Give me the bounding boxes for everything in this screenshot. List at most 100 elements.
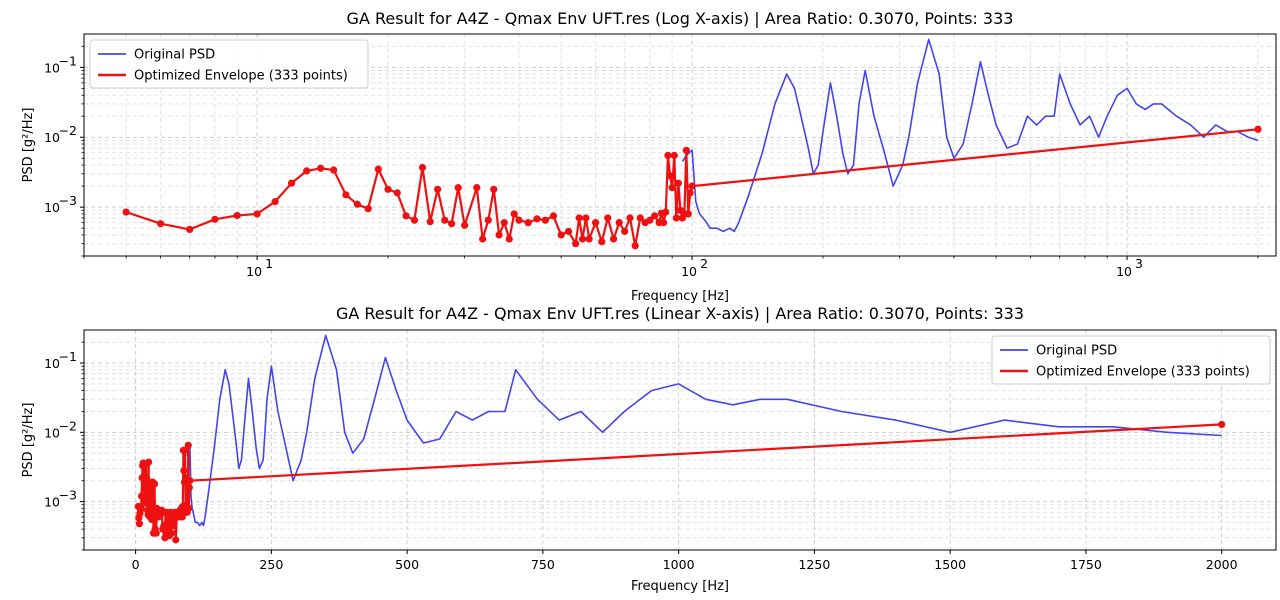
legend: Original PSD Optimized Envelope (333 poin… — [89, 39, 369, 89]
envelope-point — [454, 184, 462, 192]
y-tick-exponent: −1 — [59, 53, 77, 68]
x-tick-label: 10 — [681, 264, 697, 279]
chart-title: GA Result for A4Z - Qmax Env UFT.res (Lo… — [347, 9, 1014, 28]
envelope-point — [384, 185, 392, 193]
envelope-point — [674, 179, 682, 187]
x-tick-exponent: 1 — [265, 256, 273, 271]
envelope-point — [682, 146, 690, 154]
envelope-point — [167, 529, 176, 537]
envelope-point — [582, 214, 590, 222]
envelope-point — [479, 235, 487, 243]
envelope-point — [604, 214, 612, 222]
envelope-line — [125, 128, 1259, 247]
y-axis-label: PSD [g²/Hz] — [21, 108, 36, 183]
envelope-point — [636, 214, 644, 222]
envelope-point — [393, 189, 401, 197]
chart-title: GA Result for A4Z - Qmax Env UFT.res (Li… — [336, 304, 1024, 323]
envelope-point — [473, 184, 481, 192]
envelope-point — [549, 212, 558, 220]
envelope-point — [185, 483, 193, 492]
envelope-point — [631, 242, 639, 250]
legend-label-envelope: Optimized Envelope (333 points) — [1036, 365, 1250, 380]
y-tick-exponent: −2 — [59, 123, 77, 138]
linear-x-chart-panel: 10−310−210−10 250 500 750 1000 1250 1500 1750 20… — [21, 304, 1277, 594]
envelope-point — [122, 208, 130, 216]
envelope-point — [684, 210, 692, 218]
envelope-point — [271, 198, 279, 206]
envelope-point — [374, 165, 382, 173]
envelope-point — [137, 504, 145, 512]
envelope-point — [688, 182, 696, 190]
envelope-point — [621, 227, 629, 235]
axes-frame — [83, 329, 1277, 551]
envelope-point — [434, 185, 442, 193]
y-tick-exponent: −1 — [59, 349, 77, 364]
envelope-point — [591, 219, 600, 227]
envelope-point — [418, 163, 427, 172]
envelope-point — [186, 225, 194, 234]
envelope-point — [646, 216, 654, 224]
envelope-point — [524, 219, 532, 227]
envelope-series — [122, 125, 1262, 250]
x-tick-label: 10 — [246, 264, 262, 279]
envelope-point — [330, 166, 338, 174]
envelope-point — [287, 179, 296, 187]
envelope-point — [650, 212, 659, 220]
envelope-point — [138, 474, 146, 482]
envelope-point — [233, 211, 241, 220]
x-tick-label: 0 — [132, 557, 140, 572]
envelope-point — [615, 219, 623, 227]
envelope-point — [172, 536, 180, 544]
envelope-point — [160, 522, 168, 530]
envelope-point — [686, 189, 694, 197]
envelope-point — [490, 185, 498, 193]
envelope-point — [598, 238, 606, 246]
envelope-point — [515, 216, 523, 224]
envelope-point — [461, 221, 469, 229]
x-axis-label: Frequency [Hz] — [631, 289, 729, 304]
envelope-point — [185, 504, 193, 512]
envelope-point — [533, 215, 541, 223]
envelope-point — [353, 200, 361, 208]
envelope-point — [572, 240, 580, 248]
x-tick-label: 1250 — [798, 557, 830, 572]
envelope-point — [317, 164, 325, 172]
x-tick-exponent: 2 — [700, 256, 708, 271]
legend-label-envelope: Optimized Envelope (333 points) — [134, 69, 348, 84]
y-tick-label: 10 — [44, 60, 60, 75]
envelope-point — [609, 235, 618, 243]
envelope-point — [402, 212, 410, 220]
x-tick-label: 250 — [259, 557, 283, 572]
x-tick-label: 500 — [395, 557, 419, 572]
envelope-point — [484, 216, 492, 224]
envelope-point — [557, 231, 565, 239]
envelope-point — [659, 219, 668, 227]
envelope-point — [141, 499, 149, 507]
axes-frame — [83, 33, 1277, 257]
envelope-point — [410, 216, 419, 224]
x-tick-label: 750 — [531, 557, 555, 572]
y-tick-label: 10 — [44, 356, 60, 371]
envelope-point — [672, 214, 680, 222]
envelope-point — [495, 231, 503, 239]
envelope-point — [152, 529, 160, 537]
original-psd-series — [186, 334, 1222, 527]
envelope-point — [564, 227, 573, 235]
legend-box — [89, 39, 369, 89]
y-tick-exponent: −3 — [59, 488, 77, 503]
legend-label-original: Original PSD — [1036, 344, 1117, 359]
envelope-point — [426, 218, 434, 226]
envelope-point — [500, 219, 508, 227]
y-tick-label: 10 — [44, 495, 60, 510]
envelope-point — [211, 215, 219, 223]
x-tick-label: 1500 — [934, 557, 966, 572]
y-tick-label: 10 — [44, 425, 60, 440]
x-tick-label: 10 — [1116, 264, 1132, 279]
y-tick-exponent: −3 — [59, 193, 77, 208]
envelope-point — [578, 235, 587, 243]
x-tick-exponent: 3 — [1135, 256, 1143, 271]
envelope-point — [541, 216, 549, 224]
envelope-point — [668, 184, 676, 192]
envelope-point — [170, 522, 178, 530]
envelope-point — [626, 214, 634, 222]
